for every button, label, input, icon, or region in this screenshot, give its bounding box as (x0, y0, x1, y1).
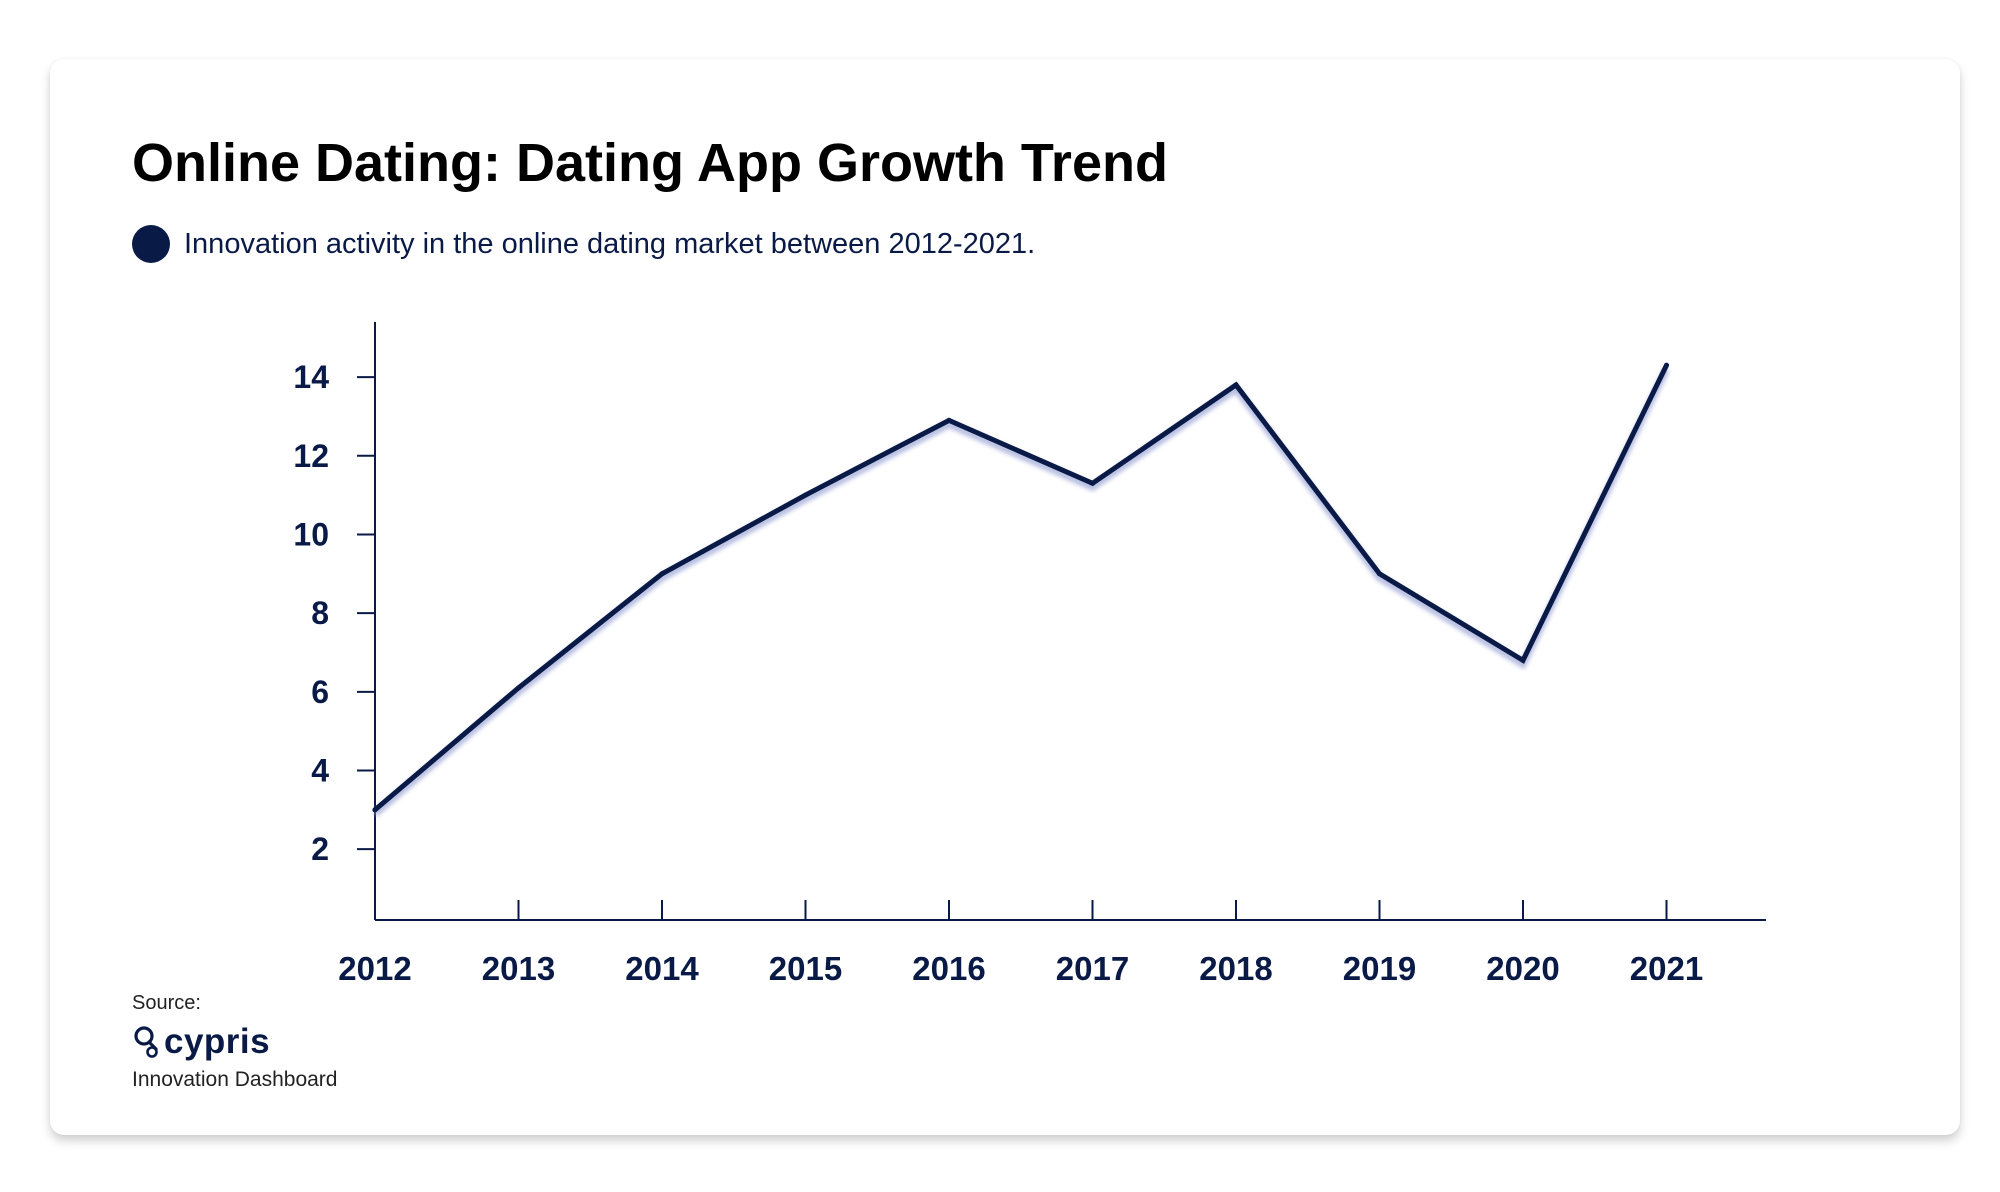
data-point (1520, 657, 1526, 663)
x-tick-label: 2017 (1056, 950, 1129, 987)
data-point (1233, 382, 1239, 388)
source-subtitle: Innovation Dashboard (132, 1068, 338, 1091)
series-layer (372, 362, 1670, 817)
x-tick-label: 2016 (912, 950, 985, 987)
x-tick-label: 2018 (1199, 950, 1272, 987)
chart-title: Online Dating: Dating App Growth Trend (132, 133, 1168, 193)
source-label: Source: (132, 992, 201, 1014)
data-point (659, 571, 665, 577)
series-line-shadow (372, 367, 1670, 817)
y-tick-label: 14 (293, 359, 329, 395)
y-tick-label: 2 (311, 831, 329, 867)
tick-labels: 2 4 6 8 10 12 14 2012 2013 2014 2015 2016 2017 2018 20… (293, 359, 1703, 987)
axes (357, 322, 1766, 921)
x-tick-label: 2015 (769, 950, 842, 987)
data-point (803, 492, 808, 498)
y-tick-label: 10 (293, 516, 329, 552)
y-tick-label: 12 (293, 438, 329, 474)
cypris-logo: cypris (132, 1022, 270, 1062)
x-tick-label: 2012 (338, 950, 411, 987)
x-tick-label: 2019 (1343, 950, 1416, 987)
y-tick-label: 8 (311, 595, 329, 631)
brand-name: cypris (164, 1022, 271, 1061)
x-tick-label: 2014 (625, 950, 699, 987)
x-tick-label: 2020 (1486, 950, 1559, 987)
data-point (516, 685, 521, 691)
data-point (1090, 480, 1095, 486)
x-tick-label: 2021 (1630, 950, 1703, 987)
chart-card (50, 59, 1960, 1135)
y-tick-label: 6 (311, 674, 329, 710)
y-tick-label: 4 (311, 753, 329, 789)
legend: Innovation activity in the online dating… (132, 222, 1035, 266)
legend-label: Innovation activity in the online dating… (184, 227, 1036, 260)
data-point (1664, 362, 1669, 368)
legend-marker (132, 225, 170, 263)
data-point (372, 807, 378, 813)
x-tick-label: 2013 (482, 950, 555, 987)
data-point (946, 417, 952, 423)
cypris-logo-icon (134, 1026, 158, 1058)
series-line (372, 362, 1669, 813)
data-point (1377, 571, 1382, 577)
